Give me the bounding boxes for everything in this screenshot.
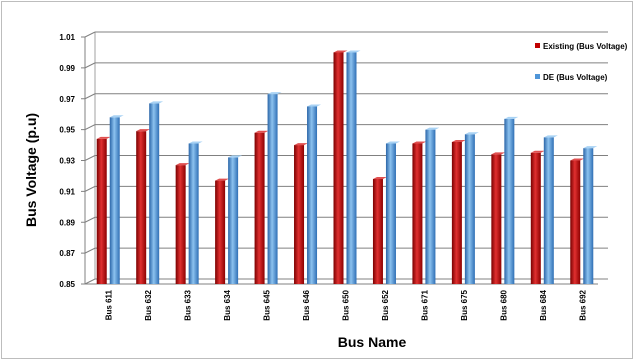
legend-label-de: DE (Bus Voltage)	[543, 73, 608, 82]
bar-existing-bus633-top	[175, 163, 190, 166]
x-axis-ticks: Bus 611 Bus 632 Bus 633 Bus 634 Bus 645 Bus 6…	[105, 289, 588, 320]
bar-existing-bus671	[412, 143, 423, 284]
bar-de-bus650-top	[346, 50, 361, 53]
gridline-depth	[84, 247, 96, 254]
y-tick-label: 0.89	[59, 218, 75, 227]
bar-de-bus684-top	[543, 135, 558, 138]
x-tick-label: Bus 645	[263, 289, 272, 320]
gridline-depth	[84, 62, 96, 69]
x-tick-label: Bus 632	[144, 289, 153, 320]
y-tick-label: 0.99	[59, 64, 75, 73]
bar-de-bus646	[307, 106, 318, 284]
bar-de-bus692	[583, 148, 594, 284]
bar-de-bus633	[188, 143, 199, 284]
bar-de-bus680	[504, 118, 515, 284]
bar-existing-bus684-top	[530, 150, 545, 153]
bar-existing-bus675	[451, 141, 462, 284]
legend: Existing (Bus Voltage) DE (Bus Voltage)	[535, 42, 628, 82]
bar-existing-bus652	[372, 179, 383, 284]
x-tick-label: Bus 680	[499, 289, 508, 320]
gridline-depth	[84, 185, 96, 192]
legend-swatch-existing	[535, 43, 540, 48]
x-tick-label: Bus 692	[578, 289, 587, 320]
bar-existing-bus645	[254, 132, 265, 284]
bar-de-bus692-top	[583, 146, 598, 149]
bar-existing-bus632	[136, 131, 147, 284]
bar-existing-bus634-top	[215, 178, 230, 181]
gridline-depth	[84, 278, 96, 285]
x-tick-label: Bus 633	[184, 289, 193, 320]
bar-de-bus680-top	[504, 116, 519, 119]
bar-existing-bus675-top	[451, 139, 466, 142]
bar-de-bus632	[149, 103, 160, 284]
x-tick-label: Bus 675	[460, 289, 469, 320]
x-tick-label: Bus 646	[302, 289, 311, 320]
bar-existing-bus684	[530, 152, 541, 284]
bar-existing-bus671-top	[412, 141, 427, 144]
y-tick-label: 0.93	[59, 157, 75, 166]
gridline-depth	[84, 93, 96, 100]
x-tick-label: Bus 652	[381, 289, 390, 320]
y-axis-title: Bus Voltage (p.u)	[23, 113, 39, 227]
bar-de-bus645	[267, 94, 278, 285]
bar-existing-bus633	[175, 165, 186, 284]
bar-existing-bus646-top	[294, 143, 309, 146]
x-tick-label: Bus 671	[420, 289, 429, 320]
bar-existing-bus692	[570, 160, 581, 284]
bar-existing-bus680	[491, 154, 502, 284]
bar-de-bus650	[346, 52, 357, 284]
bar-de-bus632-top	[149, 101, 164, 104]
bar-existing-bus645-top	[254, 130, 269, 133]
gridline-depth	[84, 216, 96, 223]
bar-existing-bus634	[215, 180, 226, 284]
bar-de-bus675-top	[464, 132, 479, 135]
bar-existing-bus611-top	[96, 136, 111, 139]
x-axis-title: Bus Name	[338, 334, 407, 350]
y-tick-label: 0.95	[59, 126, 75, 135]
y-tick-label: 1.01	[59, 33, 75, 42]
bar-de-bus675	[464, 134, 475, 284]
y-tick-label: 0.91	[59, 187, 75, 196]
bar-de-bus645-top	[267, 92, 282, 95]
legend-swatch-de	[535, 74, 540, 79]
x-tick-label: Bus 611	[105, 289, 114, 320]
bar-de-bus633-top	[188, 141, 203, 144]
bar-existing-bus650	[333, 52, 344, 284]
x-tick-label: Bus 650	[342, 289, 351, 320]
y-tick-label: 0.85	[59, 280, 75, 289]
bar-de-bus611-top	[109, 115, 124, 118]
bar-de-bus671-top	[425, 127, 440, 130]
bar-existing-bus692-top	[570, 158, 585, 161]
legend-label-existing: Existing (Bus Voltage)	[543, 42, 628, 51]
y-tick-label: 0.97	[59, 95, 75, 104]
gridline-depth	[84, 155, 96, 161]
gridline-depth	[84, 31, 96, 38]
bar-de-bus684	[543, 137, 554, 284]
bars	[96, 50, 598, 285]
bar-existing-bus650-top	[333, 50, 348, 53]
bar-existing-bus652-top	[372, 177, 387, 180]
bar-existing-bus646	[294, 145, 305, 284]
bar-de-bus652-top	[385, 141, 400, 144]
y-tick-label: 0.87	[59, 249, 75, 258]
bar-existing-bus680-top	[491, 152, 506, 155]
bar-de-bus671	[425, 129, 436, 284]
bar-existing-bus632-top	[136, 129, 151, 132]
x-tick-label: Bus 684	[539, 289, 548, 320]
bar-de-bus611	[109, 117, 120, 285]
bar-de-bus634	[228, 157, 239, 284]
y-axis-ticks: 1.01 0.99 0.97 0.95 0.93 0.91 0.89 0.87 0.85	[59, 33, 75, 289]
bar-existing-bus611	[96, 138, 107, 284]
bar-de-bus652	[385, 143, 396, 284]
bar-de-bus646-top	[307, 104, 322, 107]
gridline-depth	[84, 124, 96, 131]
bar-de-bus634-top	[228, 155, 243, 158]
x-tick-label: Bus 634	[223, 289, 232, 320]
grid	[81, 31, 608, 285]
